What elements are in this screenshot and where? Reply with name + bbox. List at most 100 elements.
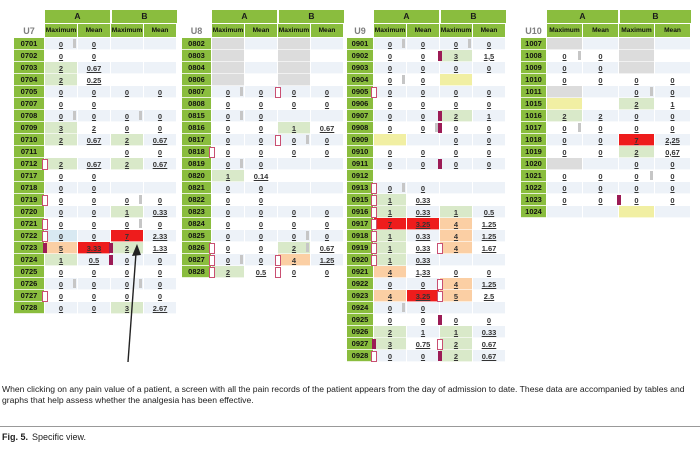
pain-value-cell[interactable]: 0: [371, 86, 406, 98]
pain-value[interactable]: 0.67: [86, 63, 102, 73]
pain-value-cell[interactable]: 0: [547, 122, 582, 134]
pain-value[interactable]: 1.25: [481, 279, 497, 289]
pain-value-cell[interactable]: 4: [440, 218, 472, 230]
pain-value[interactable]: 0: [387, 75, 393, 85]
pain-value[interactable]: 0: [634, 123, 639, 133]
pain-value-cell[interactable]: 0: [45, 38, 77, 50]
pain-value-cell[interactable]: 0: [144, 110, 176, 122]
pain-value-cell[interactable]: 1.25: [473, 230, 505, 242]
pain-value-cell[interactable]: 0: [407, 74, 439, 86]
pain-value-cell[interactable]: 0: [547, 134, 582, 146]
pain-value[interactable]: 0: [58, 231, 64, 241]
pain-value[interactable]: 2: [453, 111, 459, 121]
pain-value[interactable]: 0: [58, 171, 64, 181]
pain-value-cell[interactable]: 0: [440, 98, 472, 110]
pain-value-cell[interactable]: 2.33: [144, 230, 176, 242]
pain-value-cell[interactable]: 0: [583, 122, 618, 134]
pain-value[interactable]: 1,33: [415, 267, 431, 277]
pain-value[interactable]: 0.67: [152, 135, 168, 145]
pain-value-cell[interactable]: 0: [42, 194, 77, 206]
pain-value-cell[interactable]: 0: [407, 110, 439, 122]
pain-value[interactable]: 0: [634, 171, 639, 181]
pain-value[interactable]: 0.33: [415, 195, 431, 205]
pain-value-cell[interactable]: 0: [245, 122, 277, 134]
pain-value[interactable]: 0: [420, 159, 426, 169]
pain-value-cell[interactable]: 0: [547, 182, 582, 194]
pain-value[interactable]: 0: [124, 195, 130, 205]
pain-value[interactable]: 0: [258, 219, 264, 229]
pain-value[interactable]: 1.67: [481, 243, 497, 253]
pain-value-cell[interactable]: 0: [111, 194, 143, 206]
pain-value-cell[interactable]: 0: [547, 62, 582, 74]
pain-value-cell[interactable]: 0: [407, 146, 439, 158]
pain-value[interactable]: 0: [387, 303, 393, 313]
pain-value[interactable]: 0: [225, 147, 231, 157]
pain-value[interactable]: 2: [91, 123, 97, 133]
pain-value-cell[interactable]: 0: [619, 122, 654, 134]
pain-value[interactable]: 0: [58, 303, 64, 313]
pain-value-cell[interactable]: 0: [583, 146, 618, 158]
pain-value[interactable]: 0: [486, 267, 492, 277]
pain-value[interactable]: 2: [598, 111, 603, 121]
pain-value-cell[interactable]: 0: [42, 230, 77, 242]
pain-value-cell[interactable]: 0: [583, 170, 618, 182]
pain-value-cell[interactable]: 0: [547, 170, 582, 182]
pain-value[interactable]: 1: [225, 171, 231, 181]
pain-value-cell[interactable]: 2: [45, 74, 77, 86]
pain-value[interactable]: 0: [225, 99, 231, 109]
pain-value-cell[interactable]: 0: [407, 38, 439, 50]
pain-value[interactable]: 0: [634, 87, 639, 97]
pain-value-cell[interactable]: 0: [583, 194, 618, 206]
pain-value-cell[interactable]: 0.67: [78, 134, 110, 146]
pain-value-cell[interactable]: 2: [374, 326, 406, 338]
pain-value-cell[interactable]: 0: [473, 62, 505, 74]
pain-value[interactable]: 0: [258, 231, 264, 241]
pain-value[interactable]: 0: [420, 279, 426, 289]
pain-value-cell[interactable]: 2: [547, 110, 582, 122]
pain-value-cell[interactable]: 0: [275, 134, 310, 146]
pain-value[interactable]: 0: [486, 99, 492, 109]
pain-value[interactable]: 0: [420, 63, 426, 73]
pain-value-cell[interactable]: 0: [655, 158, 690, 170]
pain-value-cell[interactable]: 0: [374, 302, 406, 314]
pain-value-cell[interactable]: 0: [311, 206, 343, 218]
pain-value-cell[interactable]: 3.25: [407, 290, 439, 302]
pain-value[interactable]: 0: [258, 195, 264, 205]
pain-value[interactable]: 0: [91, 291, 97, 301]
pain-value-cell[interactable]: 0: [278, 206, 310, 218]
pain-value[interactable]: 0: [258, 99, 264, 109]
pain-value[interactable]: 0: [453, 63, 459, 73]
pain-value-cell[interactable]: 0: [78, 218, 110, 230]
pain-value[interactable]: 0: [124, 111, 130, 121]
pain-value-cell[interactable]: 0: [144, 86, 176, 98]
pain-value-cell[interactable]: 0: [78, 266, 110, 278]
pain-value-cell[interactable]: 0: [407, 314, 439, 326]
pain-value[interactable]: 0: [58, 207, 64, 217]
pain-value[interactable]: 2: [634, 99, 639, 109]
pain-value-cell[interactable]: 0: [111, 266, 143, 278]
pain-value-cell[interactable]: 2: [278, 242, 310, 254]
pain-value[interactable]: 2: [562, 111, 567, 121]
pain-value-cell[interactable]: 0: [655, 194, 690, 206]
pain-value[interactable]: 0: [670, 75, 675, 85]
pain-value[interactable]: 0: [387, 99, 393, 109]
pain-value[interactable]: 4: [291, 255, 297, 265]
pain-value[interactable]: 0: [91, 195, 97, 205]
pain-value[interactable]: 2: [124, 159, 130, 169]
pain-value[interactable]: 2: [58, 63, 64, 73]
pain-value-cell[interactable]: 0.33: [473, 326, 505, 338]
pain-value[interactable]: 5: [58, 243, 64, 253]
pain-value-cell[interactable]: 0: [407, 278, 439, 290]
pain-value[interactable]: 0: [124, 255, 130, 265]
pain-value-cell[interactable]: 4: [437, 278, 472, 290]
pain-value-cell[interactable]: 0: [374, 122, 406, 134]
pain-value-cell[interactable]: 0: [407, 350, 439, 362]
pain-value-cell[interactable]: 0: [407, 86, 439, 98]
pain-value[interactable]: 0: [58, 291, 64, 301]
pain-value-cell[interactable]: 7: [371, 218, 406, 230]
pain-value[interactable]: 0: [58, 99, 64, 109]
pain-value-cell[interactable]: 0: [407, 158, 439, 170]
pain-value[interactable]: 0: [453, 267, 459, 277]
pain-value-cell[interactable]: 0: [473, 38, 505, 50]
pain-value[interactable]: 0: [225, 135, 231, 145]
